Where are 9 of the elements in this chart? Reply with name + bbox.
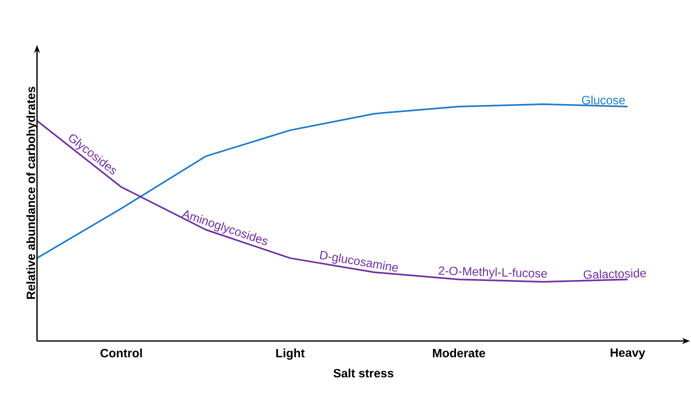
x-tick-label: Control [100,348,142,358]
annotation: 2-O-Methyl-L-fucose [438,266,547,279]
series-label: Glucose [582,96,625,104]
x-tick-label: Heavy [610,348,646,360]
x-tick-label: Moderate [432,348,486,358]
x-tick-label: Light [276,348,305,360]
y-axis-title: Relative abundance of carbohydrates [26,86,38,299]
annotation: Galactoside [584,268,646,279]
x-axis-title: Salt stress [334,368,394,378]
